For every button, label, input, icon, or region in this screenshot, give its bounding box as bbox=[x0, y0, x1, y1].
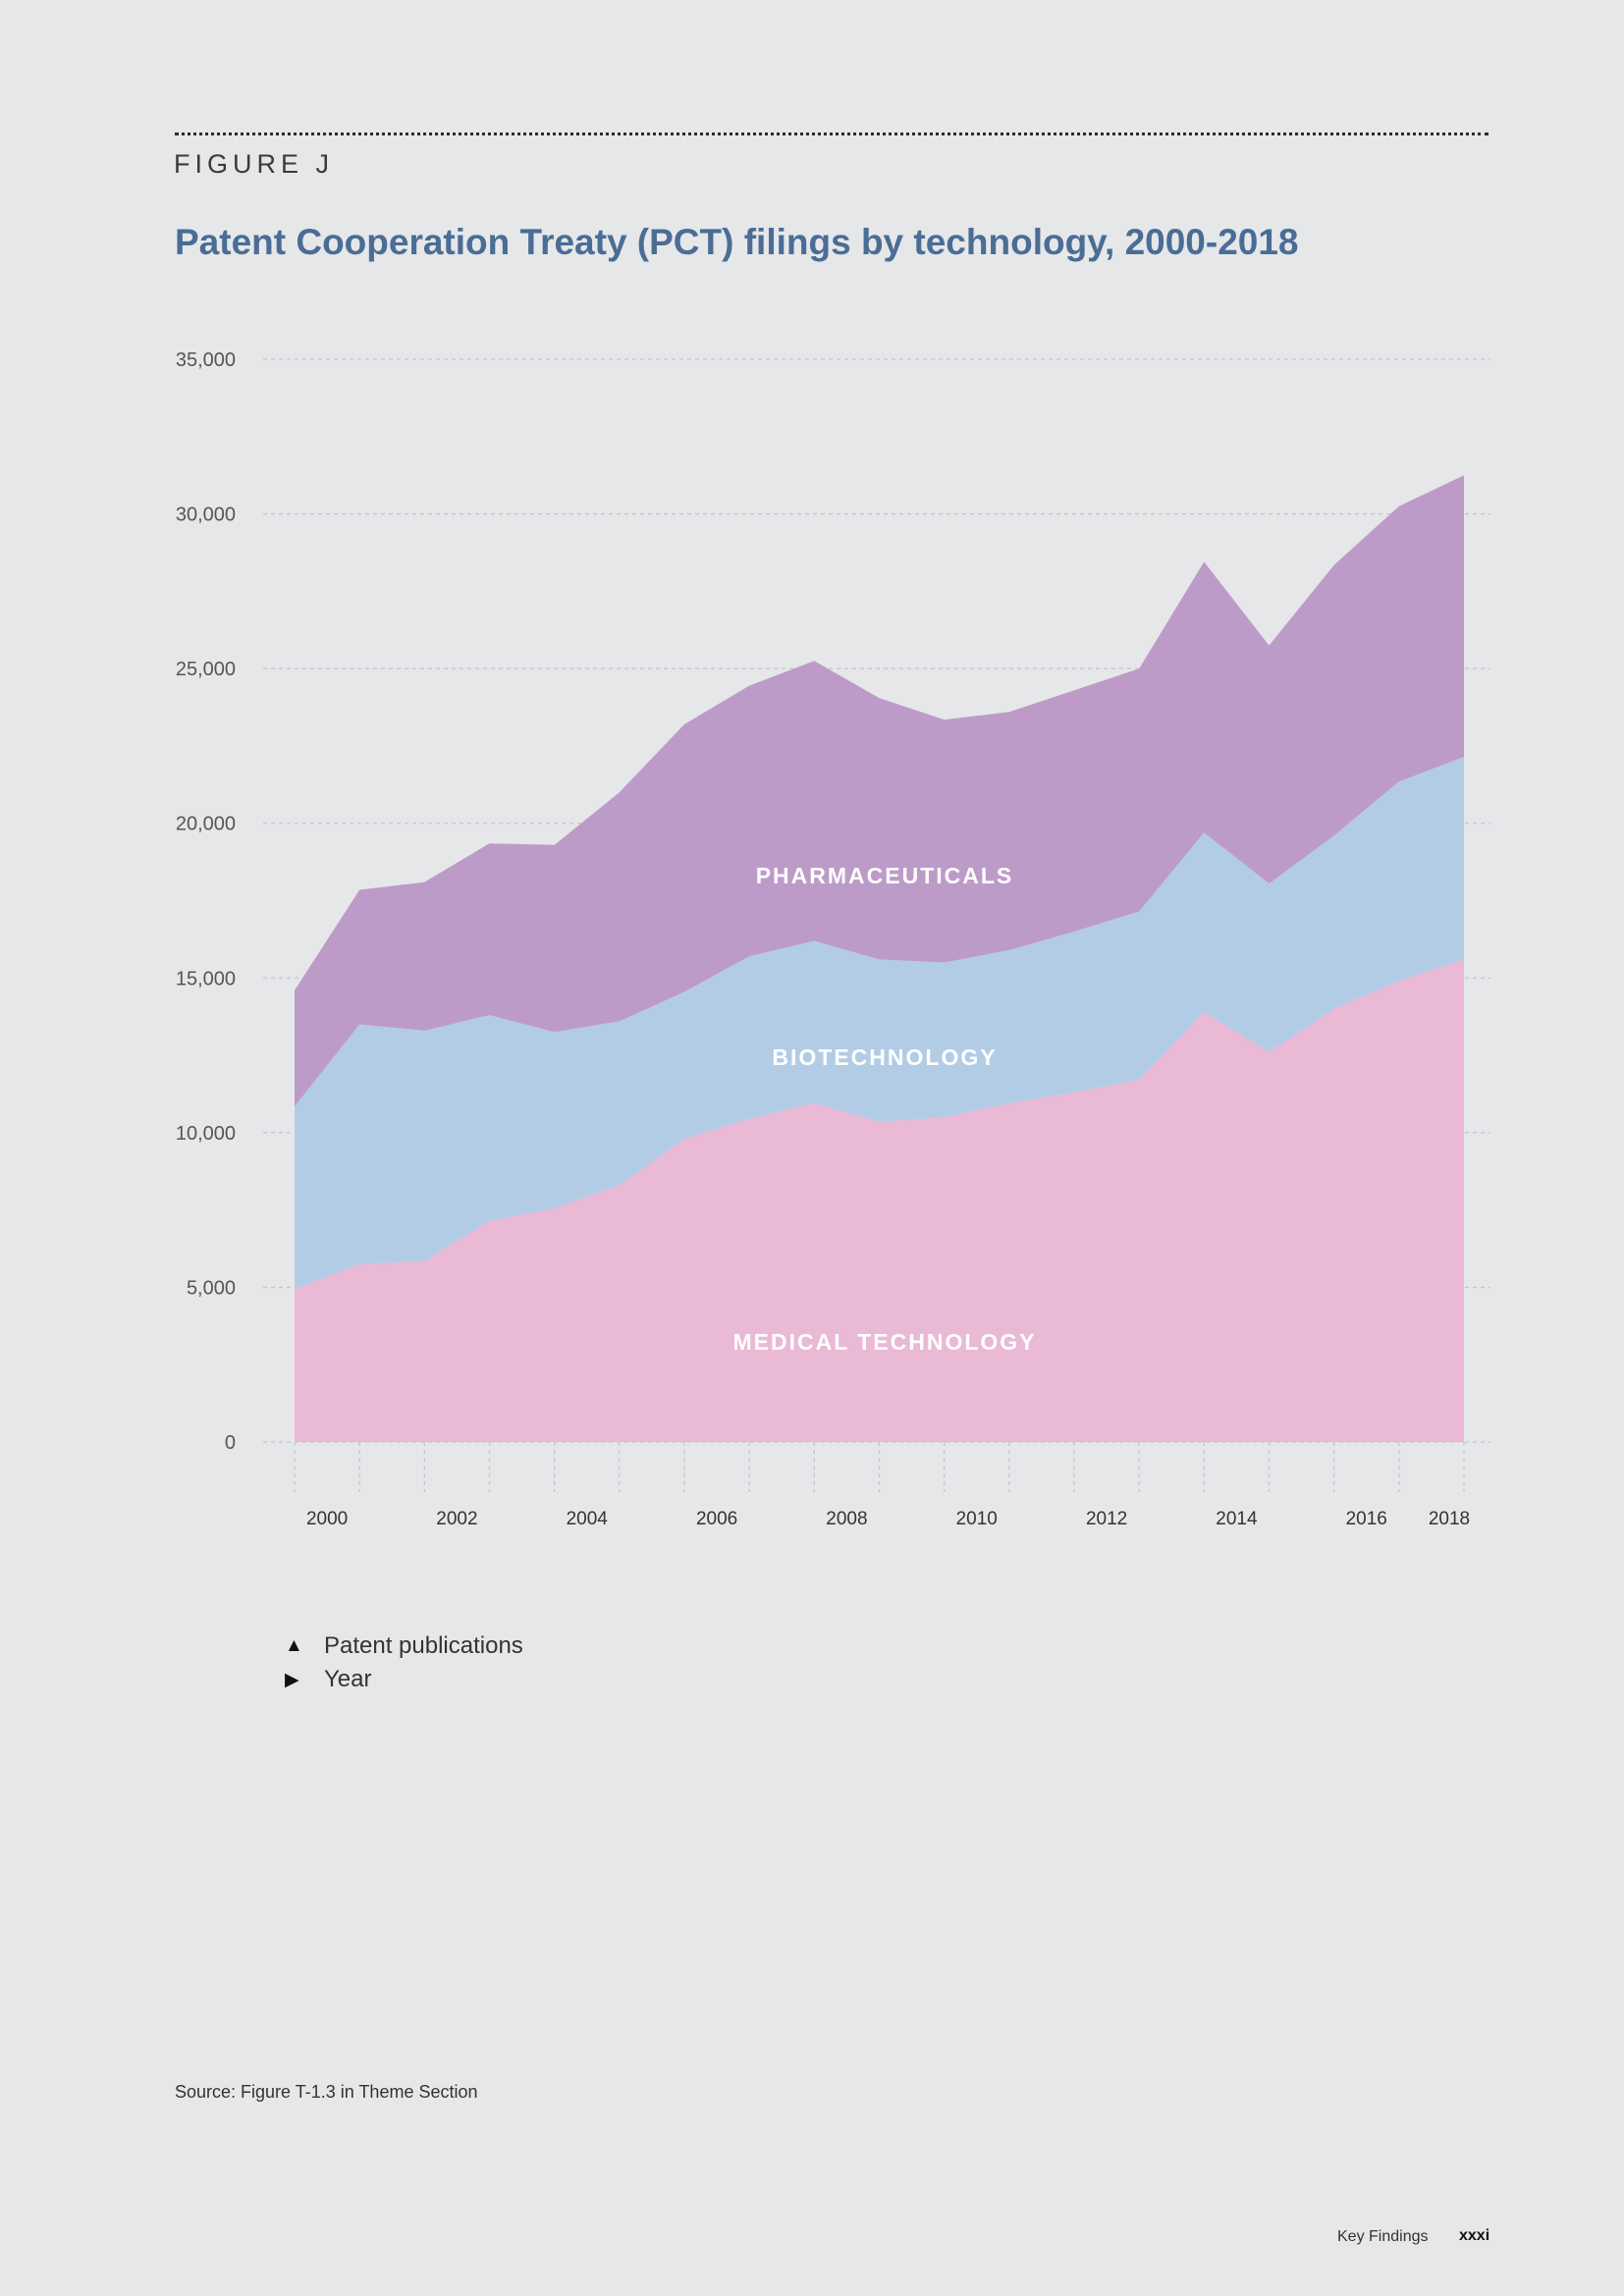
legend-item-year: ▶ Year bbox=[285, 1663, 523, 1696]
legend-label: Year bbox=[324, 1666, 372, 1692]
source-note: Source: Figure T-1.3 in Theme Section bbox=[175, 2082, 478, 2102]
y-tick-label: 5,000 bbox=[187, 1277, 236, 1299]
x-tick-label: 2006 bbox=[696, 1509, 737, 1529]
y-tick-label: 35,000 bbox=[176, 349, 236, 371]
y-tick-label: 30,000 bbox=[176, 505, 236, 526]
axis-labels: 0 5,000 10,000 15,000 20,000 25,000 30,000 35,0… bbox=[176, 349, 1470, 1529]
series-label: PHARMACEUTICALS bbox=[756, 863, 1014, 888]
chart-title: Patent Cooperation Treaty (PCT) filings … bbox=[175, 222, 1299, 262]
x-tick-label: 2018 bbox=[1429, 1509, 1470, 1529]
figure-label: FIGURE J bbox=[174, 149, 335, 179]
legend-item-patent-publications: ▲ Patent publications bbox=[285, 1629, 523, 1663]
y-tick-label: 0 bbox=[225, 1432, 236, 1454]
footer-section-label: Key Findings bbox=[1337, 2228, 1429, 2245]
triangle-right-icon: ▶ bbox=[285, 1669, 299, 1690]
y-tick-label: 20,000 bbox=[176, 814, 236, 835]
series-label: BIOTECHNOLOGY bbox=[772, 1044, 997, 1070]
legend: ▲ Patent publications ▶ Year bbox=[285, 1629, 523, 1696]
x-tick-label: 2016 bbox=[1346, 1509, 1387, 1529]
area-series-1 bbox=[295, 757, 1464, 1289]
x-tick-label: 2000 bbox=[306, 1509, 348, 1529]
page-number: xxxi bbox=[1459, 2227, 1490, 2244]
stacked-areas bbox=[295, 475, 1464, 1442]
series-label: MEDICAL TECHNOLOGY bbox=[732, 1329, 1036, 1355]
y-tick-label: 15,000 bbox=[176, 968, 236, 989]
x-tick-label: 2004 bbox=[567, 1509, 609, 1529]
area-chart: 0 5,000 10,000 15,000 20,000 25,000 30,000 35,0… bbox=[176, 349, 1490, 1529]
x-tick-label: 2002 bbox=[436, 1509, 477, 1529]
area-series-0 bbox=[295, 959, 1464, 1442]
x-grid-lines bbox=[294, 1442, 1465, 1492]
y-tick-label: 10,000 bbox=[176, 1123, 236, 1145]
legend-label: Patent publications bbox=[324, 1632, 523, 1659]
y-tick-label: 25,000 bbox=[176, 659, 236, 680]
x-tick-label: 2008 bbox=[826, 1509, 867, 1529]
series-labels: PHARMACEUTICALS BIOTECHNOLOGY MEDICAL TECH… bbox=[732, 863, 1036, 1355]
top-dotted-rule bbox=[175, 133, 1489, 135]
x-tick-label: 2014 bbox=[1216, 1509, 1258, 1529]
x-tick-label: 2012 bbox=[1086, 1509, 1127, 1529]
area-series-2 bbox=[295, 475, 1464, 1107]
triangle-up-icon: ▲ bbox=[285, 1635, 303, 1656]
x-tick-label: 2010 bbox=[956, 1509, 998, 1529]
